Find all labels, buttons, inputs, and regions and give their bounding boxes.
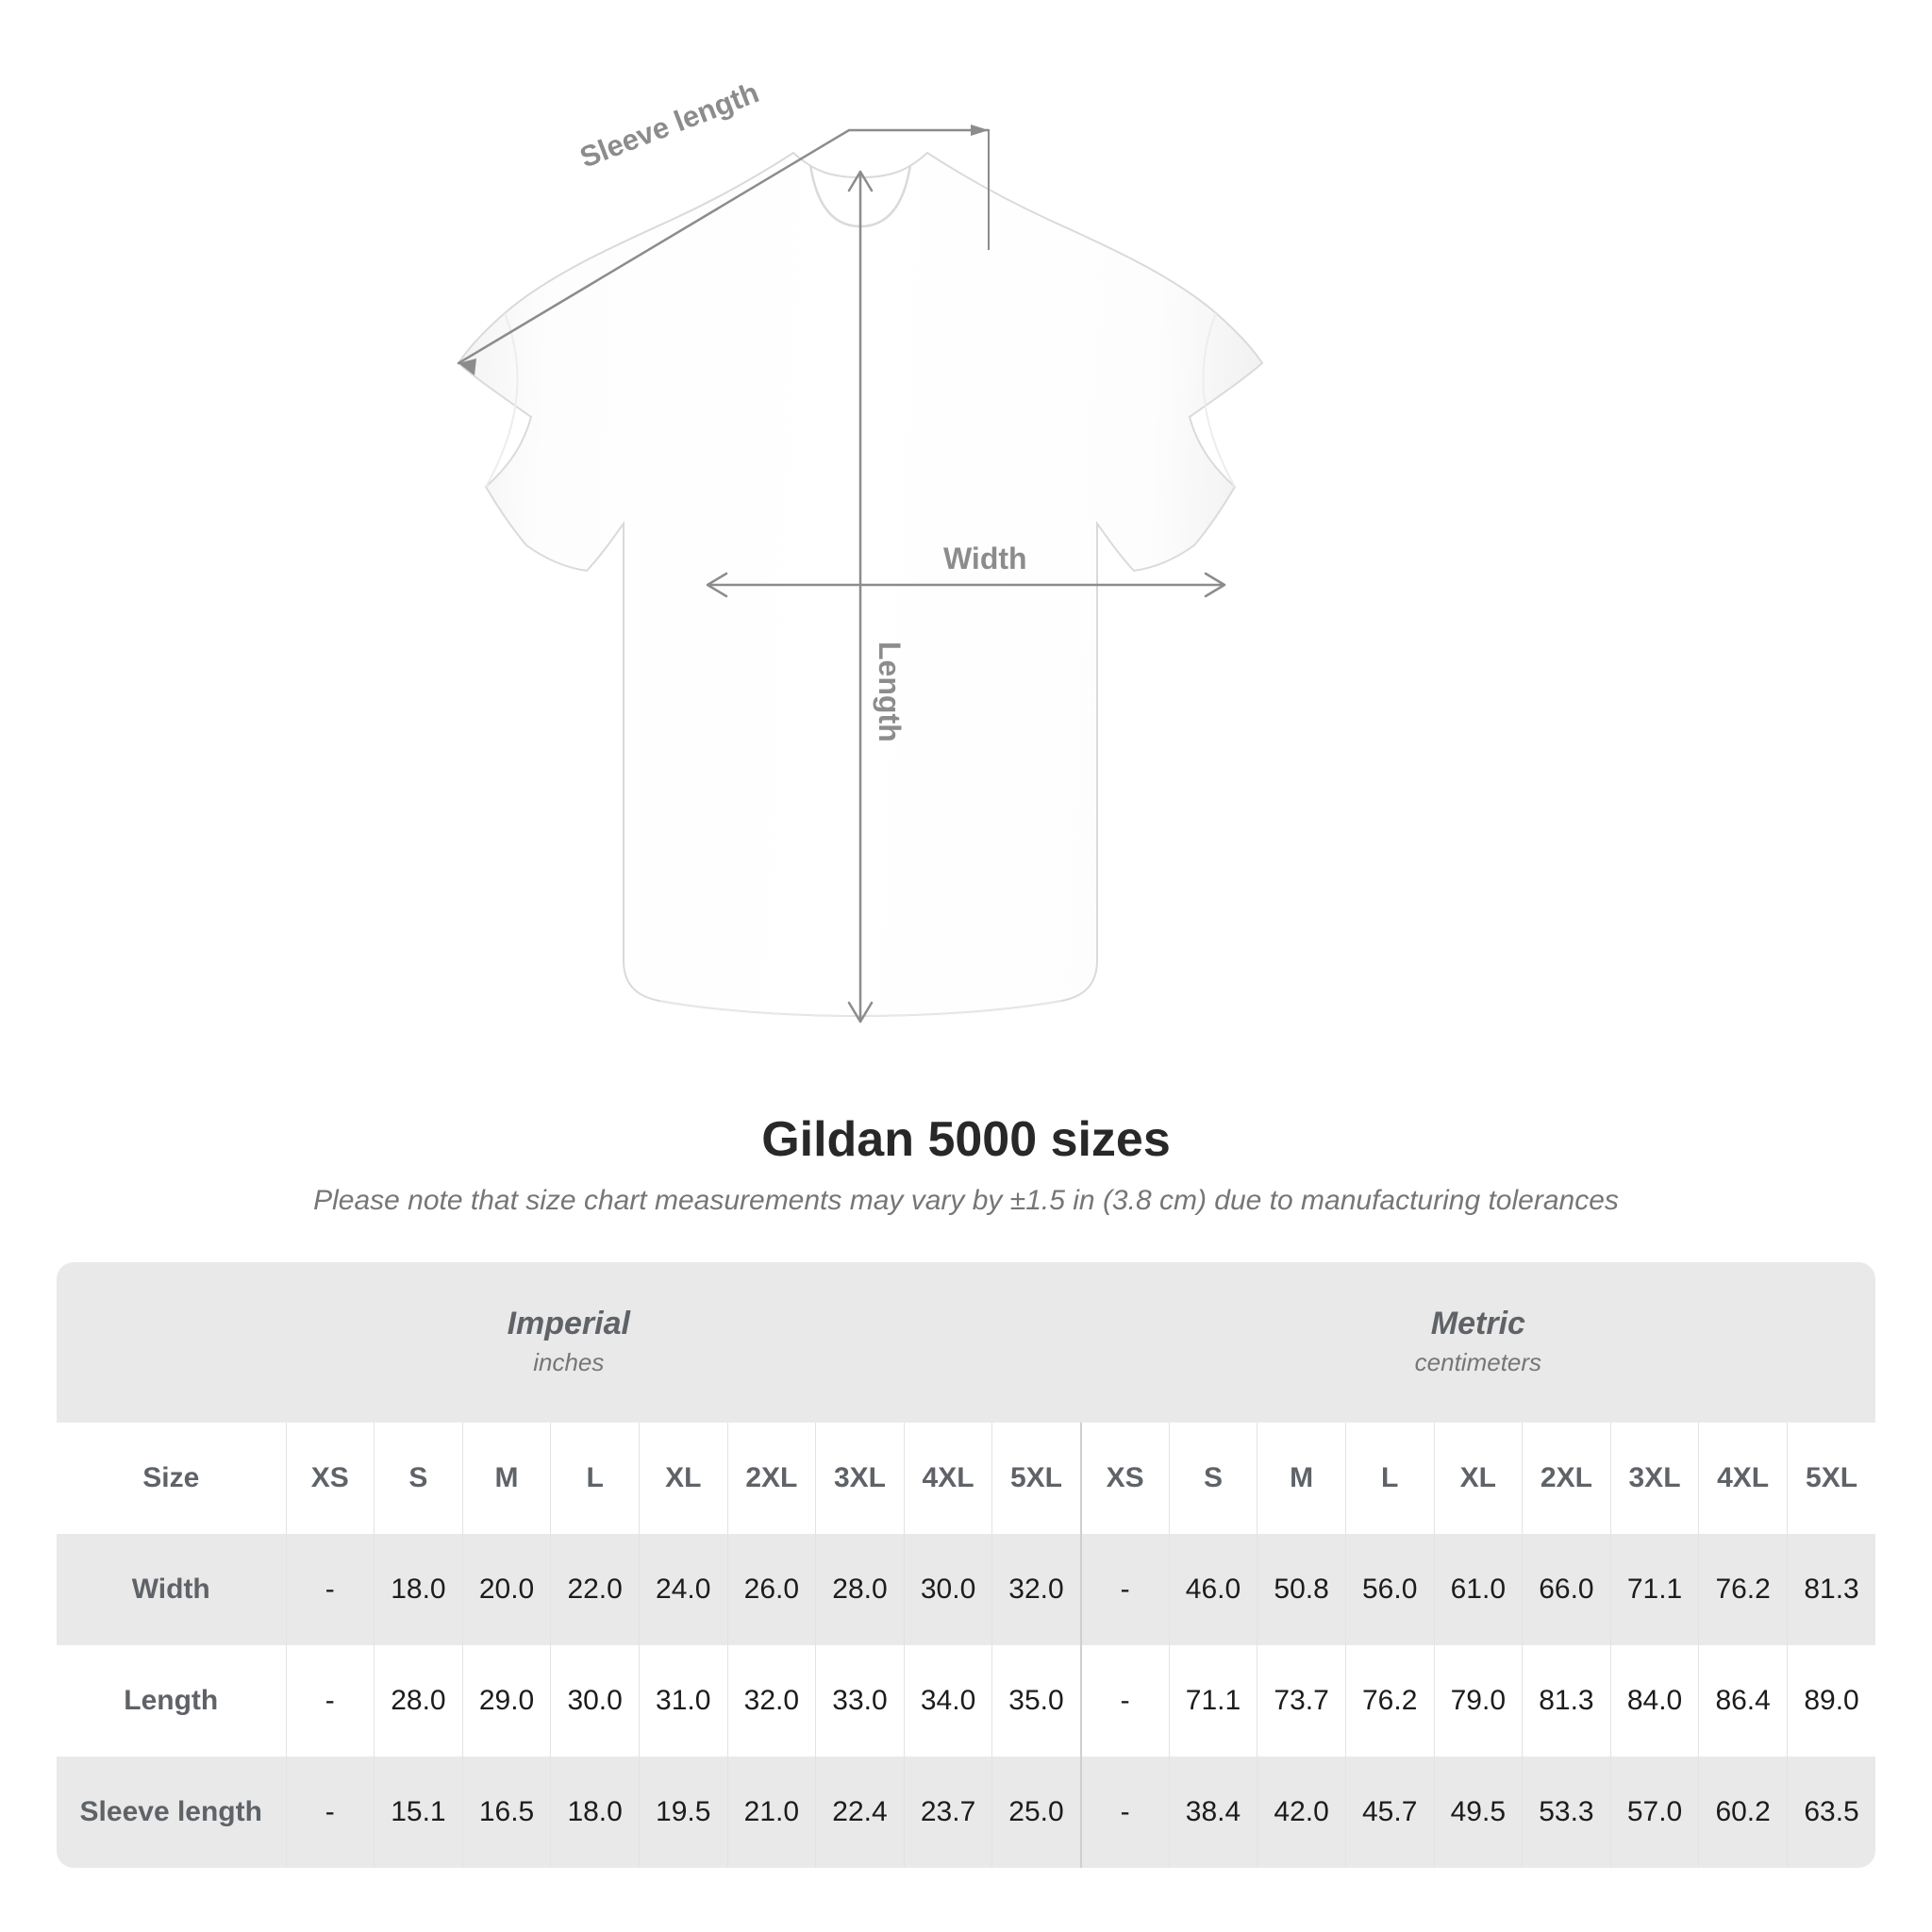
- svg-text:Width: Width: [943, 541, 1027, 575]
- svg-text:Length: Length: [873, 641, 907, 742]
- svg-text:Sleeve length: Sleeve length: [575, 75, 763, 174]
